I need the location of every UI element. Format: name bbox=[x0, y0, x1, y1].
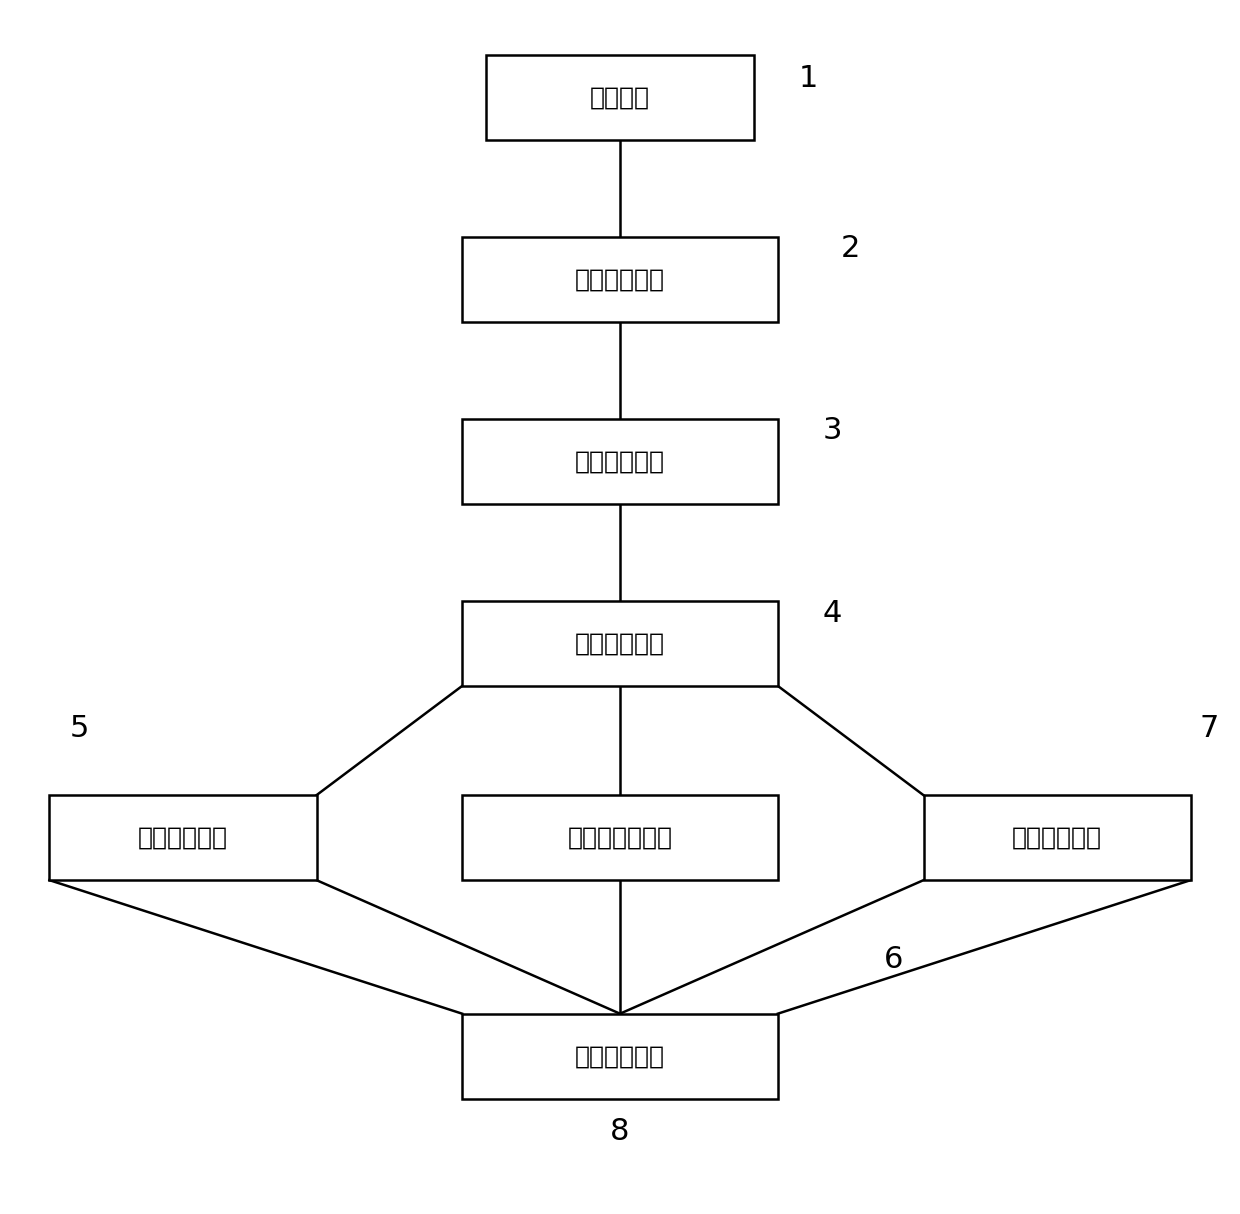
FancyBboxPatch shape bbox=[486, 55, 754, 140]
Text: 4: 4 bbox=[823, 599, 842, 628]
Text: 湿度监测模块: 湿度监测模块 bbox=[138, 826, 228, 850]
Text: 用户终端: 用户终端 bbox=[590, 85, 650, 109]
Text: 6: 6 bbox=[883, 944, 903, 974]
Text: 3: 3 bbox=[822, 416, 842, 446]
Text: 2: 2 bbox=[841, 234, 861, 263]
Text: 7: 7 bbox=[1199, 714, 1219, 743]
FancyBboxPatch shape bbox=[463, 419, 777, 504]
Text: 时间控制模块: 时间控制模块 bbox=[575, 1044, 665, 1068]
Text: 5: 5 bbox=[71, 714, 89, 743]
Text: 污染物监测模块: 污染物监测模块 bbox=[568, 826, 672, 850]
FancyBboxPatch shape bbox=[924, 795, 1190, 880]
FancyBboxPatch shape bbox=[463, 1014, 777, 1099]
Text: 8: 8 bbox=[610, 1117, 630, 1146]
FancyBboxPatch shape bbox=[463, 795, 777, 880]
Text: 1: 1 bbox=[799, 64, 818, 93]
Text: 温度监测模块: 温度监测模块 bbox=[1012, 826, 1102, 850]
Text: 系统分析模块: 系统分析模块 bbox=[575, 631, 665, 656]
Text: 无线云传感网: 无线云传感网 bbox=[575, 449, 665, 473]
FancyBboxPatch shape bbox=[463, 601, 777, 686]
FancyBboxPatch shape bbox=[463, 237, 777, 322]
Text: 数据总汇终端: 数据总汇终端 bbox=[575, 267, 665, 291]
FancyBboxPatch shape bbox=[50, 795, 316, 880]
